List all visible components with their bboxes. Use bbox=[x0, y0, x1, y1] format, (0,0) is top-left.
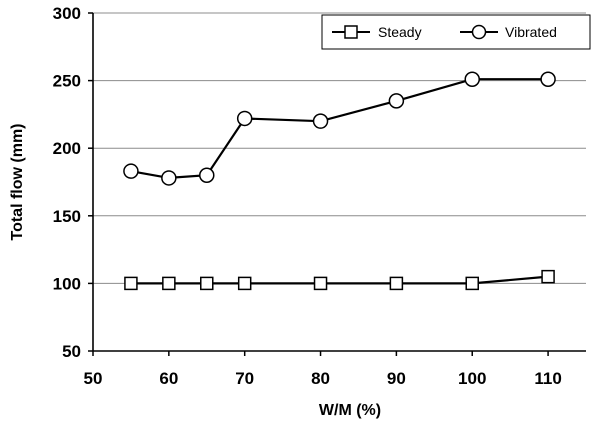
x-tick-label-90: 90 bbox=[387, 369, 406, 388]
data-point-vibrated-60 bbox=[161, 170, 177, 186]
x-tick-label-50: 50 bbox=[84, 369, 103, 388]
data-point-steady-110 bbox=[541, 269, 555, 284]
data-point-vibrated-100 bbox=[464, 71, 480, 87]
axes bbox=[92, 13, 586, 352]
legend-steady-marker bbox=[344, 25, 358, 39]
data-point-steady-100 bbox=[465, 276, 479, 291]
data-point-steady-60 bbox=[162, 276, 176, 291]
y-tick-label-300: 300 bbox=[53, 4, 81, 23]
legend-vibrated-marker bbox=[471, 24, 487, 40]
y-tick-label-200: 200 bbox=[53, 139, 81, 158]
data-point-steady-90 bbox=[389, 276, 404, 291]
data-point-steady-65 bbox=[200, 276, 214, 291]
data-point-vibrated-70 bbox=[236, 110, 253, 127]
y-axis-title: Total flow (mm) bbox=[9, 123, 26, 240]
x-axis-title: W/M (%) bbox=[319, 402, 381, 419]
y-tick-label-100: 100 bbox=[53, 274, 81, 293]
series-line-vibrated bbox=[130, 78, 549, 180]
data-point-steady-55 bbox=[124, 276, 138, 291]
x-tick-labels: 50 60 70 80 90 100 110 bbox=[84, 351, 562, 388]
series-line-steady bbox=[130, 275, 549, 285]
grid-lines bbox=[93, 12, 586, 284]
x-tick-label-60: 60 bbox=[159, 369, 178, 388]
data-point-vibrated-65 bbox=[199, 167, 215, 183]
y-tick-label-50: 50 bbox=[62, 342, 81, 361]
y-tick-label-250: 250 bbox=[53, 72, 81, 91]
legend-vibrated-label: Vibrated bbox=[505, 24, 557, 40]
legend: Steady Vibrated bbox=[321, 14, 591, 50]
series-layer bbox=[123, 71, 556, 291]
data-point-steady-70 bbox=[237, 276, 252, 291]
y-tick-labels: 50 100 150 200 250 300 bbox=[53, 4, 93, 361]
x-tick-label-100: 100 bbox=[458, 369, 486, 388]
legend-steady-label: Steady bbox=[378, 24, 422, 40]
data-point-vibrated-110 bbox=[540, 71, 556, 87]
x-tick-label-110: 110 bbox=[534, 369, 561, 388]
y-tick-label-150: 150 bbox=[53, 207, 81, 226]
x-tick-label-70: 70 bbox=[235, 369, 254, 388]
data-point-vibrated-55 bbox=[123, 163, 139, 179]
data-point-vibrated-90 bbox=[388, 93, 405, 109]
x-tick-label-80: 80 bbox=[311, 369, 330, 388]
data-point-steady-80 bbox=[313, 276, 328, 291]
data-point-vibrated-80 bbox=[312, 113, 329, 129]
